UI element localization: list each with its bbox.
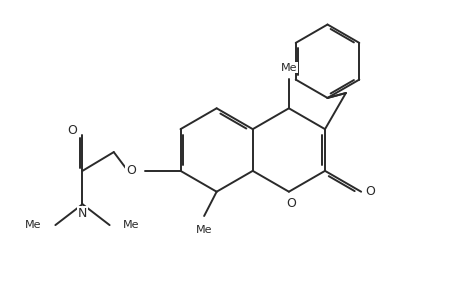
Text: O: O: [285, 197, 295, 211]
Text: Me: Me: [196, 225, 212, 235]
Text: Me: Me: [25, 220, 42, 230]
Text: N: N: [78, 207, 87, 220]
Text: O: O: [364, 185, 374, 198]
Text: O: O: [126, 164, 136, 177]
Text: Me: Me: [280, 63, 297, 73]
Text: Me: Me: [123, 220, 140, 230]
Text: O: O: [67, 124, 77, 137]
